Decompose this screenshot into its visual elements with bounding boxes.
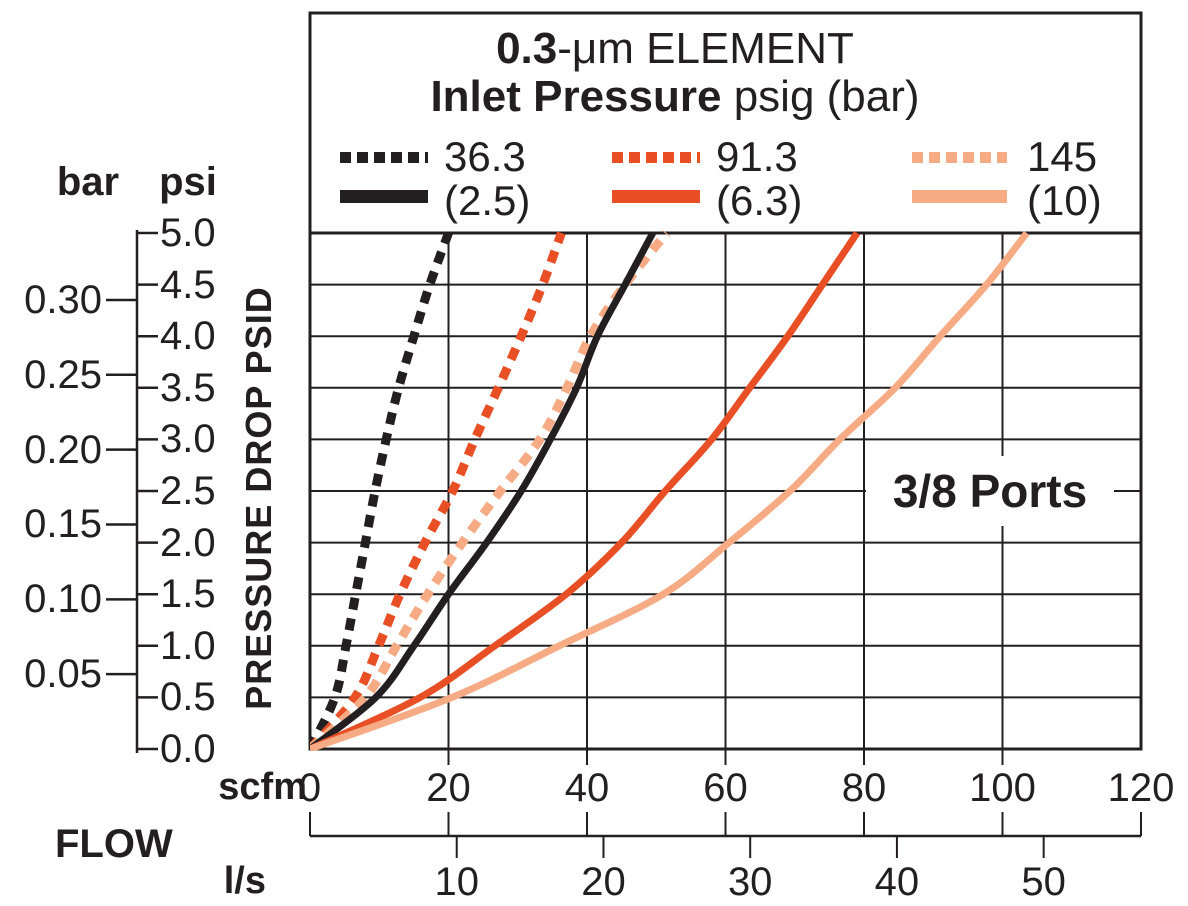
scfm-tick-label: 40 — [564, 766, 610, 810]
legend-dashed-swatch — [612, 152, 700, 163]
ls-tick-label: 10 — [434, 860, 479, 904]
legend-solid-swatch — [340, 190, 428, 203]
legend-psig-value: 36.3 — [444, 133, 526, 180]
legend-bar-value: (6.3) — [716, 177, 803, 224]
chart-title-element-size: 0.3 — [496, 24, 558, 73]
scfm-tick-label: 20 — [426, 766, 471, 810]
chart-title-line1: 0.3-μm ELEMENT — [310, 26, 1040, 72]
ls-tick-label: 30 — [727, 860, 773, 904]
chart-title-element-text: -μm ELEMENT — [557, 24, 854, 73]
legend-solid-swatch — [612, 190, 700, 203]
ls-tick-label: 50 — [1021, 860, 1066, 904]
ls-unit-label: l/s — [223, 860, 266, 902]
bar-tick-label: 0.10 — [24, 577, 102, 622]
psi-tick-label: 2.5 — [160, 469, 216, 513]
ls-tick-label: 20 — [581, 860, 626, 904]
chart-title-line2: Inlet Pressure psig (bar) — [310, 74, 1040, 120]
bar-tick-label: 0.20 — [24, 427, 102, 472]
psi-tick-label: 4.5 — [160, 262, 216, 307]
bar-tick-label: 0.15 — [24, 502, 102, 547]
chart-title-units: psig (bar) — [721, 72, 920, 121]
psi-tick-label: 0.0 — [160, 727, 216, 771]
psi-scale-header: psi — [159, 160, 217, 204]
bar-tick-label: 0.25 — [24, 352, 102, 397]
psi-tick-label: 5.0 — [160, 211, 216, 255]
curve-6.3-bar — [310, 231, 861, 751]
ports-annotation: 3/8 Ports — [866, 456, 1114, 526]
scfm-tick-label: 120 — [1107, 766, 1175, 810]
legend-bar-value: (10) — [1027, 177, 1102, 224]
legend-solid-swatch — [912, 190, 1007, 203]
scfm-tick-label: 100 — [969, 766, 1036, 810]
curve-2.5-bar — [310, 231, 656, 751]
psi-tick-label: 1.5 — [160, 572, 216, 617]
psi-tick-label: 1.0 — [160, 623, 216, 668]
curve-91.3-psig — [310, 231, 566, 751]
psi-tick-label: 3.0 — [160, 417, 216, 462]
psi-tick-label: 3.5 — [160, 365, 216, 410]
ls-tick-label: 40 — [874, 860, 920, 904]
scfm-tick-label: 0 — [298, 766, 322, 810]
legend-psig-value: 145 — [1027, 133, 1098, 180]
scfm-unit-label: scfm — [218, 766, 307, 808]
flow-axis-label: FLOW — [55, 822, 173, 866]
psi-tick-label: 4.0 — [160, 314, 216, 359]
curve-10-bar — [310, 230, 1030, 751]
legend-psig-value: 91.3 — [716, 133, 798, 180]
scfm-tick-label: 80 — [841, 766, 887, 810]
psi-tick-label: 0.5 — [160, 675, 216, 720]
bar-scale-header: bar — [56, 160, 120, 204]
bar-tick-label: 0.05 — [24, 652, 102, 697]
legend-dashed-swatch — [912, 152, 1007, 163]
legend-bar-value: (2.5) — [444, 177, 531, 224]
psi-tick-label: 2.0 — [160, 520, 216, 565]
curve-36.3-psig — [310, 231, 453, 751]
legend-dashed-swatch — [340, 152, 428, 163]
scfm-tick-label: 60 — [703, 766, 748, 810]
curve-145-psig — [310, 230, 671, 751]
bar-tick-label: 0.30 — [24, 277, 102, 322]
chart-title-inlet-pressure: Inlet Pressure — [430, 72, 722, 121]
